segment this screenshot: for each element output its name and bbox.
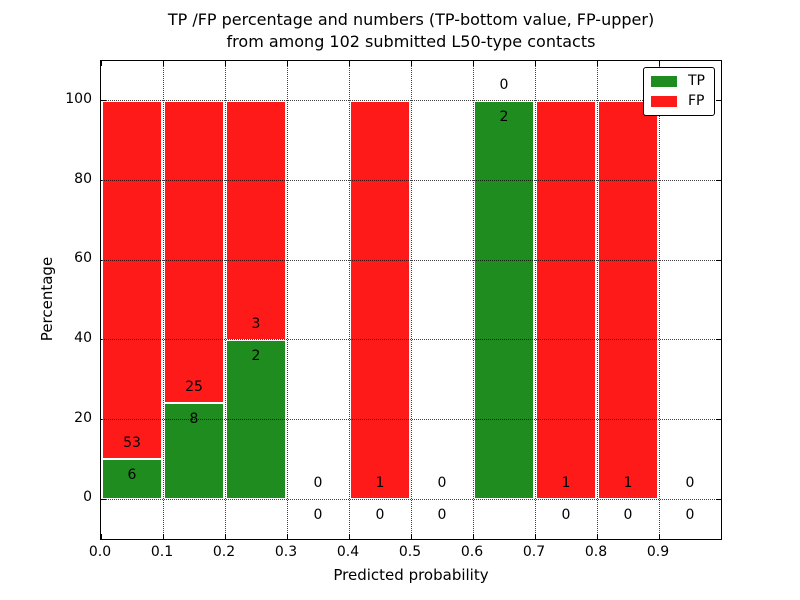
bar-label-tp: 6 bbox=[127, 466, 137, 483]
v-gridline bbox=[410, 61, 412, 539]
x-tick-mark bbox=[100, 534, 102, 539]
bar-segment-fp bbox=[598, 100, 658, 500]
v-gridline bbox=[162, 61, 164, 539]
bar-segment-fp bbox=[164, 100, 224, 403]
x-tick-label: 0.4 bbox=[336, 544, 360, 560]
bar-segment-fp bbox=[226, 100, 286, 340]
y-tick-label: 0 bbox=[83, 489, 92, 506]
legend-label-tp: TP bbox=[688, 73, 705, 89]
bar-segment-fp bbox=[536, 100, 596, 500]
legend-label-fp: FP bbox=[688, 93, 705, 109]
legend: TP FP bbox=[643, 67, 715, 116]
bar-label-fp: 53 bbox=[123, 434, 141, 451]
x-tick-label: 0.1 bbox=[150, 544, 174, 560]
bar-label-tp: 8 bbox=[189, 410, 199, 427]
bar-segment-tp bbox=[164, 402, 224, 500]
legend-entry-fp: FP bbox=[651, 94, 705, 109]
bar-label-tp: 2 bbox=[251, 347, 261, 364]
bar-segment-tp bbox=[474, 100, 534, 500]
x-axis-label: Predicted probability bbox=[333, 566, 489, 584]
bar-label-fp: 3 bbox=[251, 315, 261, 332]
bar-label-fp: 0 bbox=[499, 76, 509, 93]
v-gridline bbox=[348, 61, 350, 539]
bar-label-fp: 1 bbox=[375, 475, 385, 492]
bar-label-tp: 0 bbox=[313, 507, 323, 524]
y-tick-mark bbox=[716, 339, 721, 341]
bar-label-fp: 25 bbox=[185, 378, 203, 395]
x-tick-label: 0.8 bbox=[584, 544, 608, 560]
bar-label-fp: 0 bbox=[437, 475, 447, 492]
y-axis-label: Percentage bbox=[38, 256, 56, 342]
y-tick-mark bbox=[716, 419, 721, 420]
bar-segment-fp bbox=[350, 100, 410, 500]
y-tick-mark bbox=[716, 100, 721, 102]
bar-label-fp: 1 bbox=[623, 475, 633, 492]
x-tick-label: 0.0 bbox=[88, 544, 112, 560]
x-tick-label: 0.7 bbox=[522, 544, 546, 560]
v-gridline bbox=[596, 61, 598, 539]
x-tick-label: 0.6 bbox=[460, 544, 484, 560]
bar-label-fp: 0 bbox=[685, 475, 695, 492]
x-tick-mark bbox=[100, 61, 102, 66]
fp-color-swatch bbox=[651, 96, 677, 107]
tp-color-swatch bbox=[651, 76, 677, 87]
y-tick-label: 20 bbox=[74, 409, 92, 426]
bar-label-tp: 0 bbox=[623, 507, 633, 524]
bar-label-tp: 2 bbox=[499, 108, 509, 125]
bar-label-fp: 1 bbox=[561, 475, 571, 492]
x-tick-label: 0.9 bbox=[646, 544, 670, 560]
chart-title-line2: from among 102 submitted L50-type contac… bbox=[226, 32, 596, 51]
bar-segment-fp bbox=[102, 100, 162, 459]
plot-area: TP FP 53 6 25 8 3 2 0 0 1 0 0 0 0 2 1 0 1 0 0 0 bbox=[100, 60, 722, 540]
bar-label-tp: 0 bbox=[685, 507, 695, 524]
chart-title-line1: TP /FP percentage and numbers (TP-bottom… bbox=[167, 10, 655, 29]
v-gridline bbox=[472, 61, 474, 539]
bar-segment-tp bbox=[102, 458, 162, 500]
v-gridline bbox=[534, 61, 536, 539]
x-tick-label: 0.3 bbox=[274, 544, 298, 560]
y-tick-label: 60 bbox=[74, 250, 92, 267]
y-tick-mark bbox=[716, 180, 721, 181]
y-tick-label: 80 bbox=[74, 170, 92, 187]
v-gridline bbox=[658, 61, 660, 539]
v-gridline bbox=[286, 61, 288, 539]
y-tick-mark bbox=[716, 259, 721, 261]
bar-label-tp: 0 bbox=[375, 507, 385, 524]
y-tick-label: 40 bbox=[74, 329, 92, 346]
bar-label-fp: 0 bbox=[313, 475, 323, 492]
y-tick-mark bbox=[716, 498, 721, 500]
legend-entry-tp: TP bbox=[651, 74, 705, 89]
v-gridline bbox=[224, 61, 226, 539]
y-tick-label: 100 bbox=[65, 90, 92, 107]
bar-label-tp: 0 bbox=[437, 507, 447, 524]
x-tick-label: 0.5 bbox=[398, 544, 422, 560]
x-tick-label: 0.2 bbox=[212, 544, 236, 560]
bar-label-tp: 0 bbox=[561, 507, 571, 524]
